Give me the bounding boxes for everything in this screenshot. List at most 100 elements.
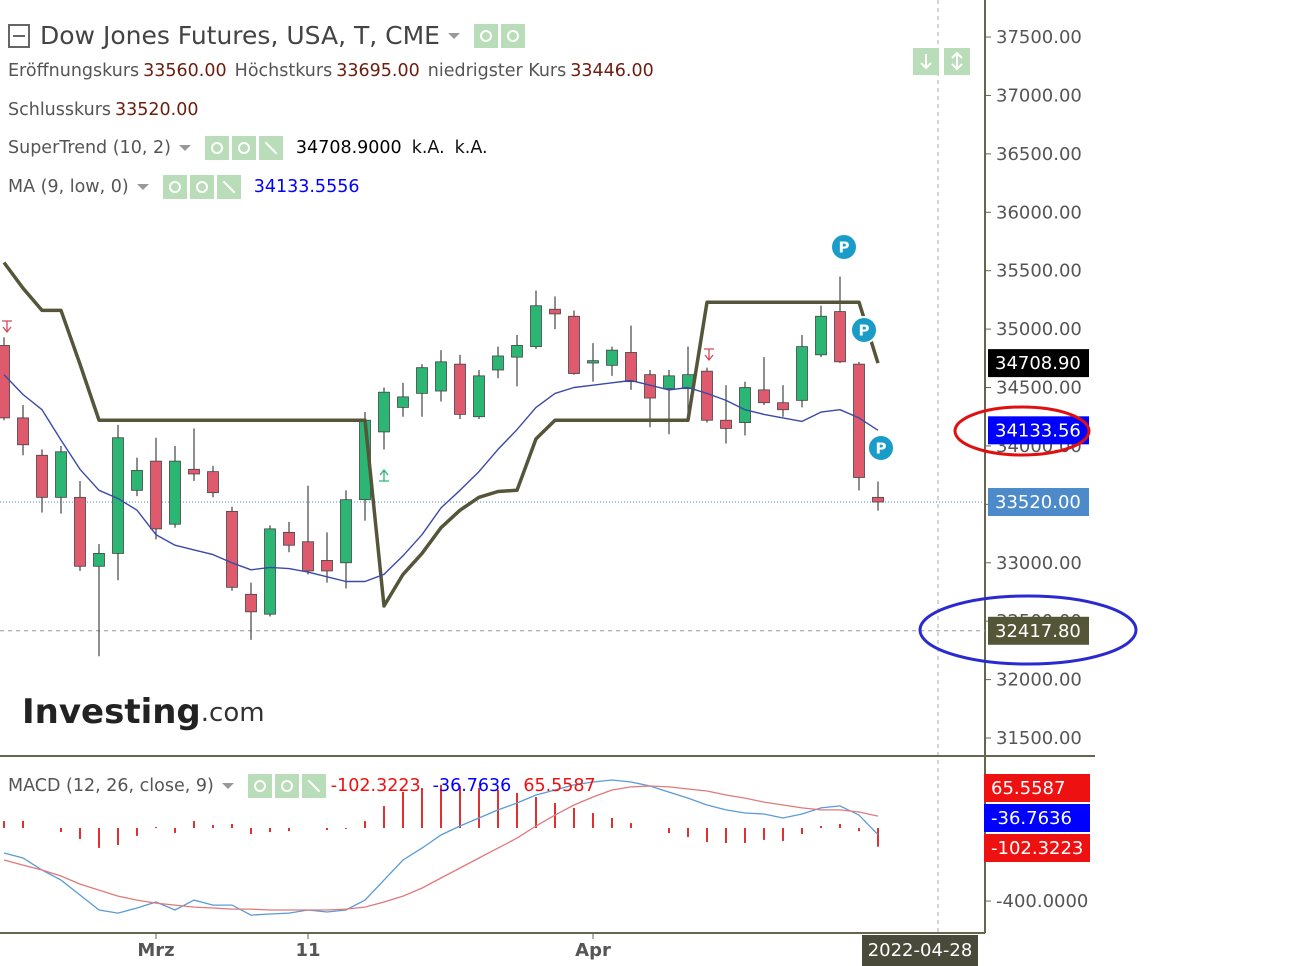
candle-body [207, 471, 219, 494]
date-tag-label: 2022-04-28 [868, 940, 973, 961]
ma-legend: MA (9, low, 0) 34133.5556 [8, 174, 369, 200]
candle-body [815, 315, 827, 356]
candle-body [397, 396, 409, 408]
close-icon[interactable] [258, 136, 283, 160]
candle-body [701, 370, 713, 421]
pivot-label: P [859, 322, 870, 340]
candle-body [302, 541, 314, 572]
macd-line [3, 785, 879, 911]
pivot-label: P [839, 239, 850, 257]
dropdown[interactable] [221, 783, 234, 789]
pivot-marker [867, 434, 895, 462]
price-flag [988, 349, 1089, 378]
eye-icon[interactable] [473, 24, 498, 48]
close-icon[interactable] [301, 774, 326, 798]
pivot-marker [830, 233, 858, 261]
macd-flag [984, 834, 1090, 862]
date-tag [862, 935, 978, 966]
close-row: Schlusskurs 33520.00 [8, 97, 207, 123]
candle-body [454, 363, 466, 415]
macd-line [3, 779, 879, 916]
highlight-ellipse [918, 594, 1138, 666]
price-flag-label: 34708.90 [995, 353, 1081, 374]
eye-icon[interactable] [204, 136, 229, 160]
dropdown[interactable] [178, 145, 191, 151]
price-flag [988, 416, 1089, 445]
candle-body [150, 460, 162, 530]
watermark: Investing.com [22, 692, 265, 732]
legend-value: 34708.9000 [295, 138, 402, 158]
x-tick-label: 11 [295, 940, 320, 961]
y-tick-label: 33000.00 [996, 553, 1082, 574]
candle-body [530, 305, 542, 348]
candle-body [93, 553, 105, 567]
candle-body [36, 454, 48, 498]
y-tick-label: 36500.00 [996, 144, 1082, 165]
candle-body [245, 593, 257, 613]
legend-value: -36.7636 [432, 776, 512, 796]
x-tick-label: Mrz [137, 940, 174, 961]
info-label: Schlusskurs [8, 100, 112, 120]
pivot-label: P [876, 440, 887, 458]
legend-value: 65.5587 [523, 776, 596, 796]
candle-body [226, 510, 238, 588]
info-value: 33446.00 [570, 61, 654, 81]
ohlc-row: Eröffnungskurs 33560.00 Höchstkurs 33695.00… [8, 58, 662, 84]
eye-icon[interactable] [247, 774, 272, 798]
candle-body [283, 531, 295, 546]
candle-body [188, 468, 200, 475]
y-tick-label: 31500.00 [996, 728, 1082, 749]
info-value: 33695.00 [336, 61, 420, 81]
legend-value: -102.3223 [330, 776, 421, 796]
macd-flag-label: -36.7636 [991, 808, 1072, 829]
candle-body [625, 352, 637, 383]
candle-body [492, 355, 504, 371]
candle-body [55, 451, 67, 498]
candle-body [0, 345, 10, 419]
gear-icon[interactable] [274, 774, 299, 798]
collapse-button[interactable] [8, 24, 30, 48]
macd-flag [984, 774, 1090, 802]
candle-body [435, 361, 447, 392]
candle-body [74, 496, 86, 567]
indicator-line [2, 261, 880, 608]
y-tick-label: 34500.00 [996, 378, 1082, 399]
gear-icon[interactable] [231, 136, 256, 160]
candle-body [511, 345, 523, 358]
info-value: 33520.00 [115, 100, 199, 120]
candle-body [169, 460, 181, 525]
y-tick-label: 37500.00 [996, 27, 1082, 48]
macd-title: MACD (12, 26, close, 9) [8, 776, 214, 796]
sell-arrow [704, 348, 714, 362]
candle-body [568, 315, 580, 374]
y-tick-label: -400.0000 [996, 891, 1088, 912]
y-tick-label: 37000.00 [996, 85, 1082, 106]
pivot-marker [850, 316, 878, 344]
candle-body [264, 528, 276, 615]
macd-flag [984, 804, 1090, 832]
highlight-ellipse [953, 405, 1091, 457]
candle-body [17, 417, 29, 446]
candle-body [739, 387, 751, 423]
buy-arrow [379, 468, 389, 482]
dropdown[interactable] [447, 33, 460, 39]
candle-body [112, 437, 124, 554]
candle-body [720, 419, 732, 429]
plot-layer: 31500.0032000.0032500.0033000.0033500.00… [0, 27, 1090, 966]
dropdown[interactable] [136, 184, 149, 190]
x-tick-label: Apr [575, 940, 611, 961]
info-label: Eröffnungskurs [8, 61, 140, 81]
candle-body [587, 360, 599, 364]
info-value: 33560.00 [143, 61, 227, 81]
close-icon[interactable] [216, 175, 241, 199]
gear-icon[interactable] [189, 175, 214, 199]
candle-body [758, 389, 770, 404]
chart-title: Dow Jones Futures, USA, T, CME [40, 21, 440, 50]
y-tick-label: 35000.00 [996, 319, 1082, 340]
candle-body [416, 367, 428, 394]
y-tick-label: 32000.00 [996, 670, 1082, 691]
gear-icon[interactable] [500, 24, 525, 48]
price-flag [988, 488, 1089, 517]
candle-body [777, 402, 789, 411]
eye-icon[interactable] [162, 175, 187, 199]
